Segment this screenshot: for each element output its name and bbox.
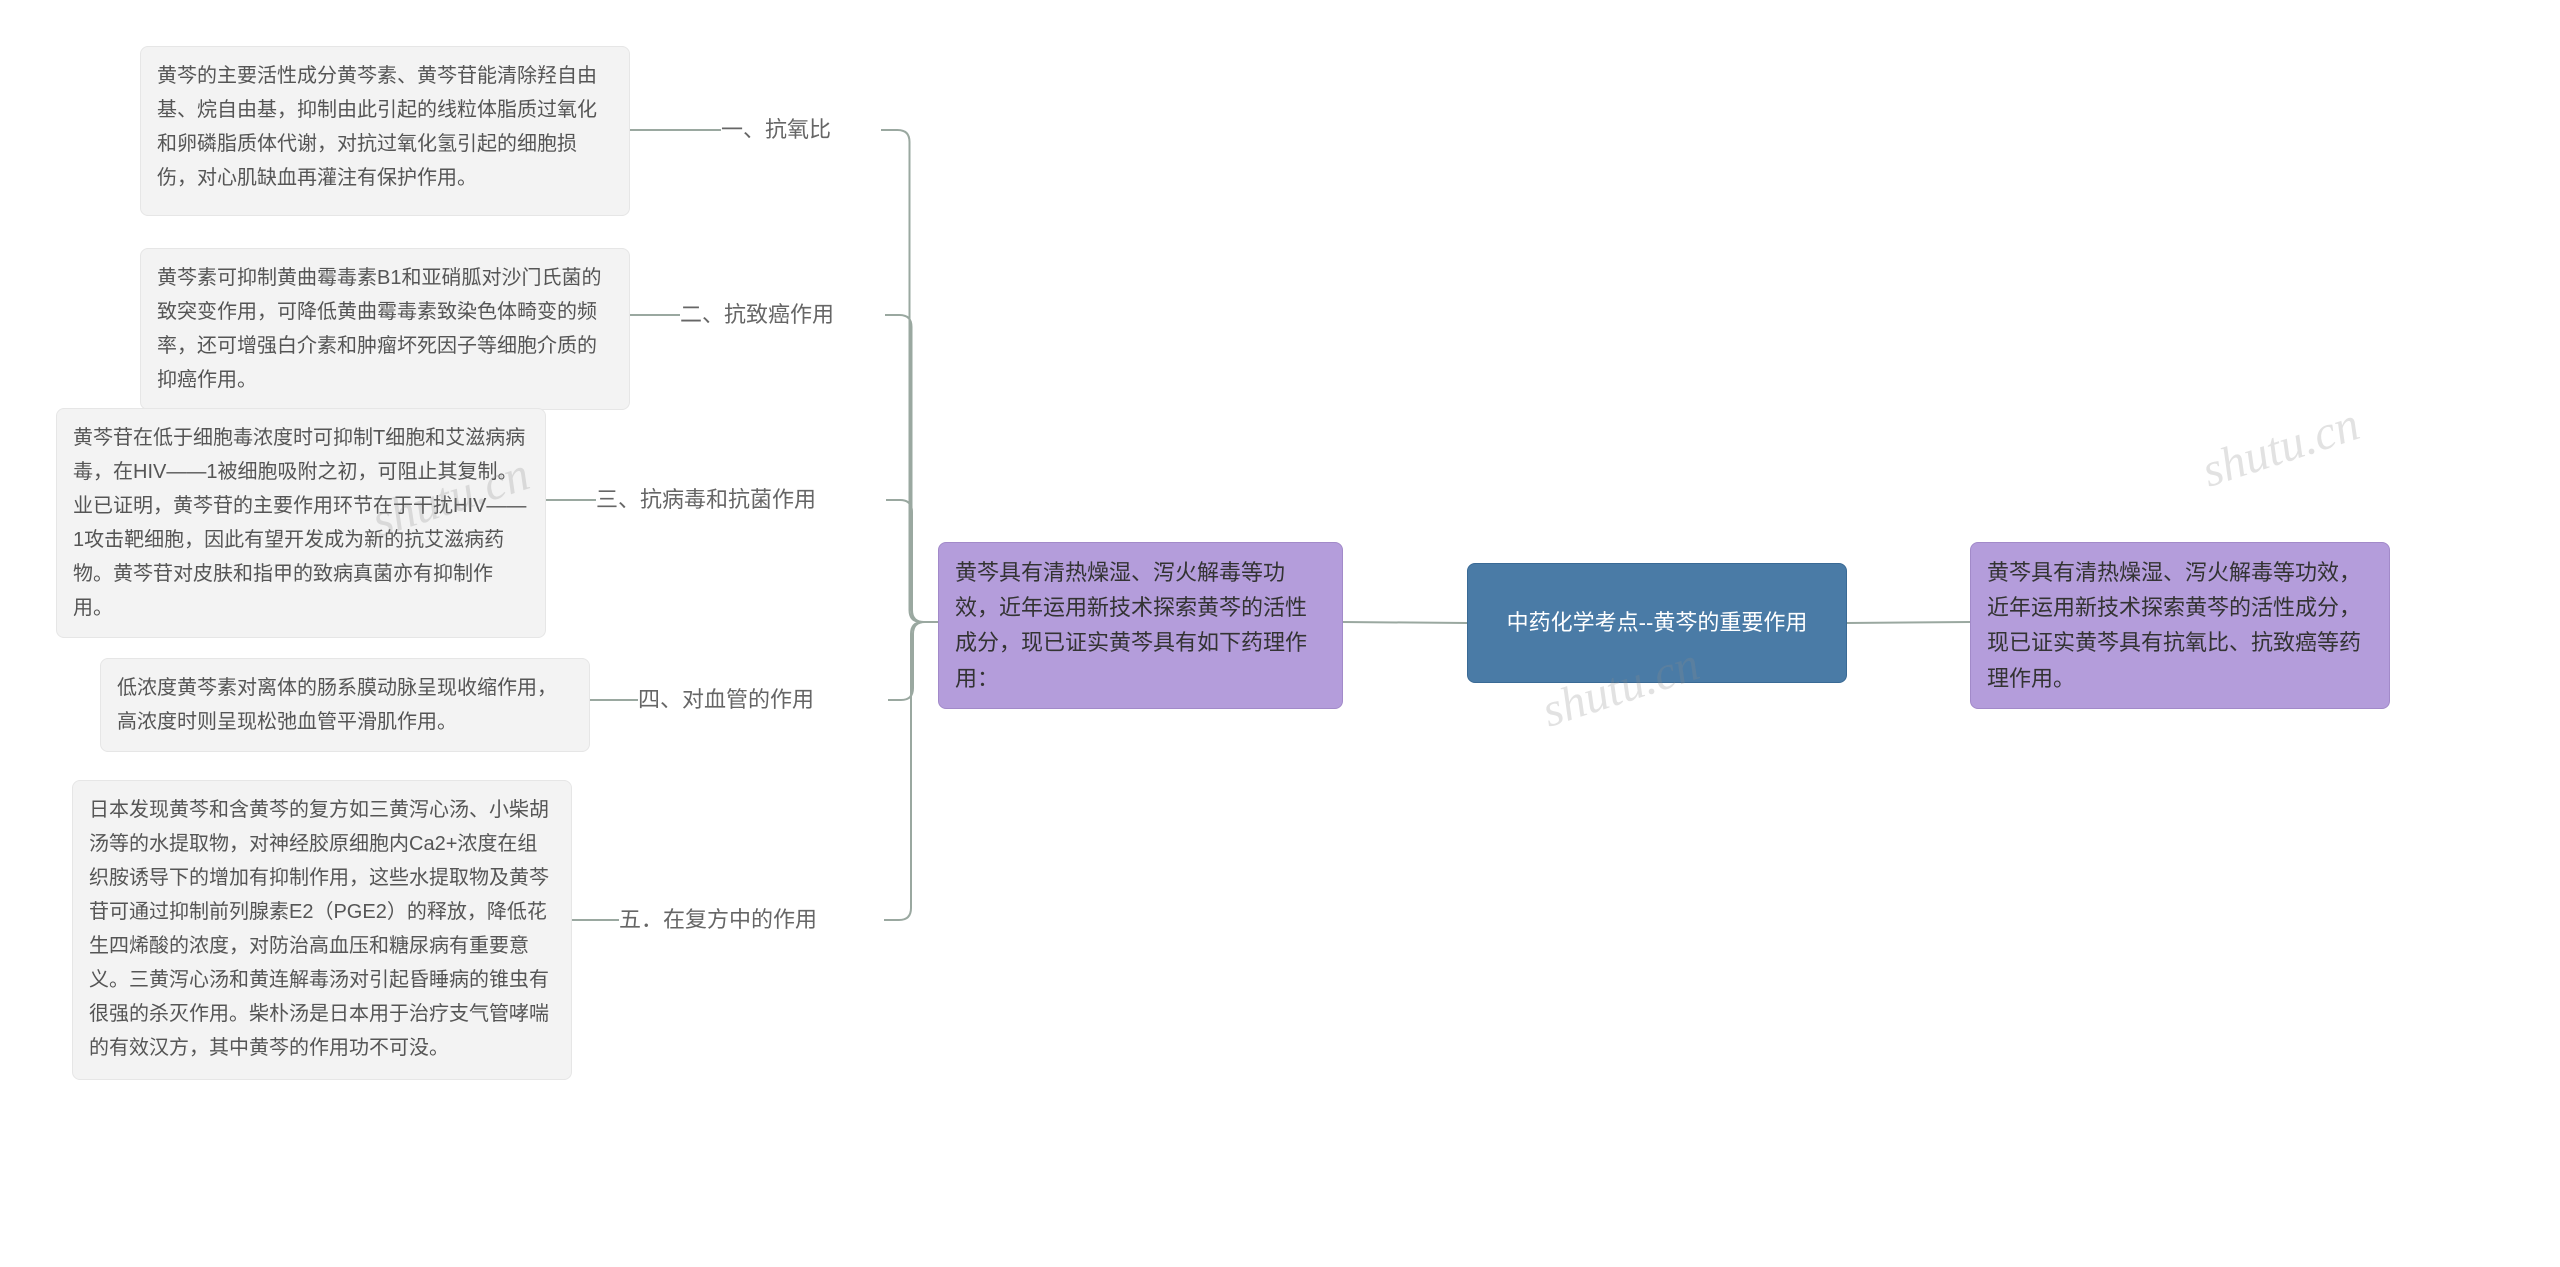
category-detail-3: 黄芩苷在低于细胞毒浓度时可抑制T细胞和艾滋病病毒，在HIV——1被细胞吸附之初，…: [56, 408, 546, 638]
watermark-3: shutu.cn: [2195, 396, 2365, 498]
category-label-2: 二、抗致癌作用: [680, 297, 885, 332]
summary-right: 黄芩具有清热燥湿、泻火解毒等功效，近年运用新技术探索黄芩的活性成分，现已证实黄芩…: [1970, 542, 2390, 709]
category-detail-1: 黄芩的主要活性成分黄芩素、黄芩苷能清除羟自由基、烷自由基，抑制由此引起的线粒体脂…: [140, 46, 630, 216]
root-node: 中药化学考点--黄芩的重要作用: [1467, 563, 1847, 683]
category-label-3: 三、抗病毒和抗菌作用: [596, 482, 886, 517]
category-label-4: 四、对血管的作用: [638, 682, 888, 717]
category-label-5: 五．在复方中的作用: [619, 902, 884, 937]
summary-left: 黄芩具有清热燥湿、泻火解毒等功效，近年运用新技术探索黄芩的活性成分，现已证实黄芩…: [938, 542, 1343, 709]
summary-right-text: 黄芩具有清热燥湿、泻火解毒等功效，近年运用新技术探索黄芩的活性成分，现已证实黄芩…: [1987, 560, 2361, 691]
category-label-1: 一、抗氧比: [721, 112, 881, 147]
category-detail-2: 黄芩素可抑制黄曲霉毒素B1和亚硝胍对沙门氏菌的致突变作用，可降低黄曲霉毒素致染色…: [140, 248, 630, 410]
summary-left-text: 黄芩具有清热燥湿、泻火解毒等功效，近年运用新技术探索黄芩的活性成分，现已证实黄芩…: [955, 560, 1307, 691]
category-detail-5: 日本发现黄芩和含黄芩的复方如三黄泻心汤、小柴胡汤等的水提取物，对神经胶原细胞内C…: [72, 780, 572, 1080]
category-detail-4: 低浓度黄芩素对离体的肠系膜动脉呈现收缩作用，高浓度时则呈现松弛血管平滑肌作用。: [100, 658, 590, 752]
root-text: 中药化学考点--黄芩的重要作用: [1507, 605, 1808, 640]
